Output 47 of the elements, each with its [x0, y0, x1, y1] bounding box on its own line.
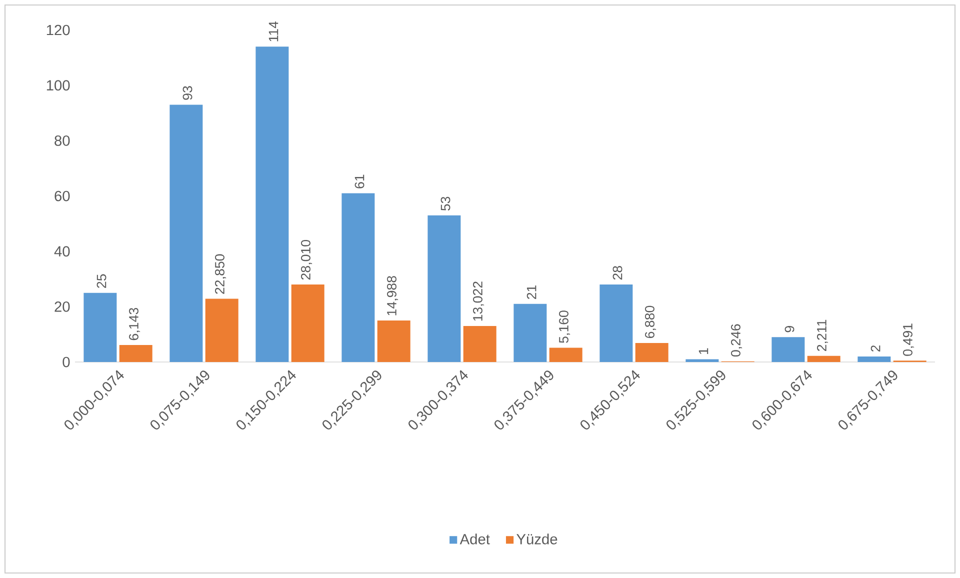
bar [256, 46, 289, 362]
data-label: 1 [698, 348, 708, 354]
data-label: 9 [784, 326, 794, 332]
bar [119, 345, 152, 362]
bar [807, 356, 840, 362]
bar [514, 304, 547, 362]
data-label: 28 [612, 266, 622, 280]
y-tick-label: 40 [54, 246, 70, 257]
legend-label: Yüzde [516, 534, 558, 544]
data-label: 114 [268, 21, 278, 42]
bar [170, 104, 203, 362]
data-label: 6,880 [645, 306, 656, 338]
y-tick-label: 80 [54, 135, 70, 146]
y-tick-label: 0 [62, 356, 70, 368]
data-label: 0,491 [903, 324, 914, 356]
data-label: 22,850 [215, 254, 226, 294]
data-label: 61 [354, 174, 364, 188]
data-label: 14,988 [387, 276, 398, 316]
bar [686, 359, 719, 362]
data-label: 13,022 [473, 282, 484, 321]
bar [549, 348, 582, 362]
y-tick-label: 100 [46, 80, 70, 91]
bar [858, 356, 891, 362]
data-label: 28,010 [301, 240, 312, 280]
bar [377, 320, 410, 362]
legend-label: Adet [460, 534, 490, 544]
bar [772, 337, 805, 362]
bar [428, 215, 461, 362]
y-tick-label: 60 [54, 190, 70, 202]
data-label: 0,246 [731, 324, 742, 357]
y-tick-label: 120 [46, 24, 70, 36]
bar [342, 193, 375, 362]
bar [84, 292, 117, 362]
bar [291, 284, 324, 362]
data-label: 93 [182, 86, 192, 100]
data-label: 25 [96, 274, 106, 288]
data-label: 6,143 [129, 308, 140, 340]
data-label: 53 [440, 196, 450, 211]
bar [205, 298, 238, 362]
y-tick-label: 20 [54, 301, 70, 312]
data-label: 2,211 [817, 320, 828, 351]
bar [635, 342, 668, 362]
data-label: 21 [526, 285, 536, 299]
bar [463, 326, 496, 362]
data-label: 2 [870, 345, 880, 352]
data-label: 5,160 [559, 310, 570, 343]
bar [600, 284, 633, 362]
